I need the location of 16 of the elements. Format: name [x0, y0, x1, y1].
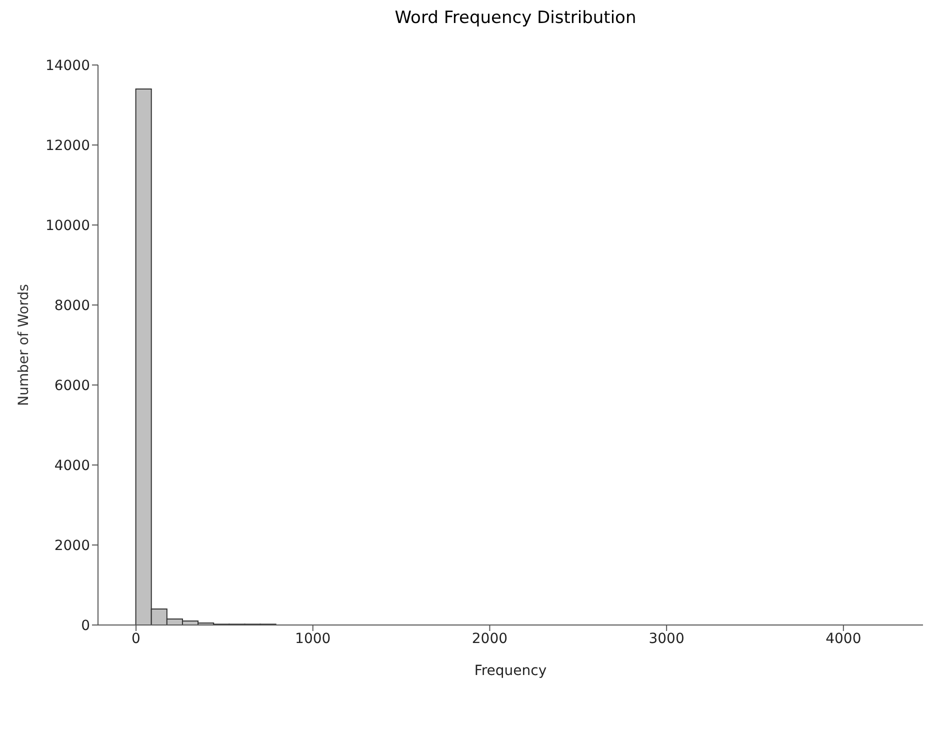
y-tick-label: 10000 [45, 218, 90, 234]
y-axis-title: Number of Words [16, 284, 32, 406]
x-tick-label: 0 [132, 630, 140, 647]
y-tick-label: 6000 [54, 378, 90, 394]
y-tick-label: 14000 [45, 58, 90, 74]
x-tick-label: 4000 [826, 630, 862, 647]
x-axis-title: Frequency [474, 663, 547, 679]
x-tick-label: 2000 [472, 630, 508, 647]
x-tick-label: 1000 [295, 630, 331, 647]
y-tick-label: 12000 [45, 138, 90, 154]
y-tick-label: 0 [81, 618, 90, 634]
chart-title: Word Frequency Distribution [394, 8, 638, 30]
y-tick-label: 2000 [54, 538, 90, 554]
y-tick-label: 8000 [54, 298, 90, 314]
y-tick-label: 4000 [54, 458, 90, 474]
x-tick-label: 3000 [648, 630, 684, 647]
